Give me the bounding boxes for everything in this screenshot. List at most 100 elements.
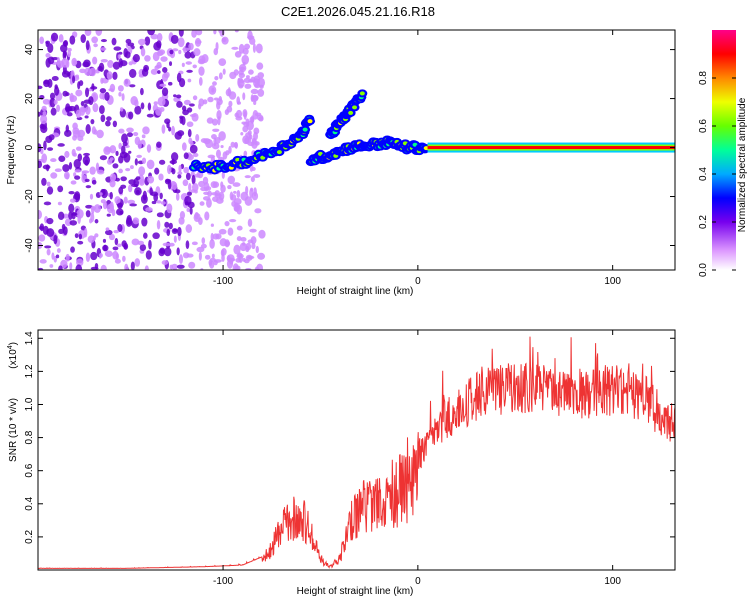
heatmap-branch-upper-core [276,150,282,155]
heatmap-noise-cell [100,188,108,199]
heatmap-noise-cell [250,94,254,102]
heatmap-noise-cell [68,191,75,195]
heatmap-noise-cell [167,180,172,190]
heatmap-noise-cell [189,103,195,107]
heatmap-noise-cell [146,113,154,118]
heatmap-noise-cell [153,101,158,106]
heatmap-noise-cell [251,242,256,250]
heatmap-noise-cell [112,250,119,260]
heatmap-noise-cell [80,101,85,107]
heatmap-noise-cell [169,242,175,247]
heatmap-branch-secondary-core [352,105,358,110]
heatmap-noise-cell [198,251,202,261]
heatmap-noise-cell [104,250,113,257]
heatmap-noise-cell [55,254,60,259]
heatmap-noise-cell [131,183,139,188]
heatmap-noise-cell [221,37,227,43]
heatmap-noise-cell [160,201,166,205]
heatmap-noise-cell [105,227,110,231]
heatmap-noise-cell [211,133,217,140]
heatmap-noise-cell [42,111,47,116]
heatmap-branch-secondary-core [359,91,365,96]
heatmap-noise-cell [138,166,146,176]
heatmap-noise-cell [173,94,177,98]
heatmap-noise-cell [117,224,123,233]
heatmap-noise-cell [113,46,122,51]
heatmap-noise-cell [233,244,241,255]
heatmap-noise-cell [178,216,185,225]
heatmap-noise-cell [38,160,43,169]
heatmap-noise-cell [212,81,217,86]
heatmap-noise-cell [49,97,56,108]
heatmap-noise-cell [191,30,197,38]
heatmap-noise-cell [245,75,250,79]
heatmap-noise-cell [240,237,247,242]
heatmap-noise-cell [195,133,200,142]
heatmap-noise-cell [182,179,189,187]
heatmap-branch-secondary-core [348,110,354,115]
heatmap-noise-cell [106,71,113,80]
heatmap-noise-cell [63,50,68,58]
heatmap-noise-cell [116,208,124,216]
heatmap-noise-cell [168,126,172,132]
heatmap-noise-cell [176,100,183,108]
heatmap-noise-cell [227,185,232,190]
heatmap-noise-cell [203,181,210,192]
heatmap-noise-cell [162,66,168,73]
heatmap-noise-cell [177,130,185,137]
heatmap-noise-cell [211,253,215,259]
heatmap-noise-cell [134,105,142,115]
snr-ytick-label: 1.2 [24,364,35,378]
heatmap-noise-cell [158,159,166,165]
heatmap-noise-cell [238,43,245,54]
heatmap-noise-cell [129,84,136,88]
snr-frame [37,329,676,571]
heatmap-noise-cell [215,149,221,159]
heatmap-noise-cell [41,153,48,164]
heatmap-noise-cell [80,34,86,44]
heatmap-noise-cell [43,140,47,151]
heatmap-noise-cell [244,137,250,144]
heatmap-noise-cell [104,147,112,153]
heatmap-noise-cell [220,184,226,193]
heatmap-noise-cell [176,247,180,256]
heatmap-noise-cell [161,124,166,134]
heatmap-noise-cell [120,176,127,182]
heatmap-xtick-label: 0 [415,276,421,287]
heatmap-noise-cell [218,72,223,80]
heatmap-noise-cell [229,191,234,201]
heatmap-noise-cell [135,189,140,195]
heatmap-noise-cell [91,179,97,185]
snr-ytick-label: 0.2 [24,530,35,544]
heatmap-noise-cell [163,71,170,79]
heatmap-noise-cell [235,109,243,119]
heatmap-noise-cell [123,196,128,204]
heatmap-noise-cell [57,211,65,221]
heatmap-noise-cell [73,172,77,177]
heatmap-noise-cell [109,157,114,161]
heatmap-noise-cell [126,132,134,138]
heatmap-noise-cell [208,85,217,95]
heatmap-noise-cell [141,134,146,139]
heatmap-branch-upper-core [260,155,266,160]
heatmap-noise-cell [157,49,166,56]
heatmap-noise-cell [109,145,117,154]
heatmap-noise-cell [201,54,209,64]
heatmap-noise-cell [135,176,141,181]
snr-ylabel: SNR (10 * v/v) [8,398,19,462]
heatmap-noise-cell [188,182,192,192]
heatmap-noise-cell [38,210,42,220]
snr-yscale-exp: 4 [7,345,14,349]
heatmap-noise-cell [229,218,237,223]
heatmap-noise-cell [192,64,197,69]
heatmap-noise-cell [171,228,178,234]
heatmap-noise-cell [140,87,144,96]
heatmap-noise-cell [233,190,237,194]
heatmap-noise-cell [126,127,134,133]
heatmap-noise-cell [41,177,47,186]
heatmap-noise-cell [239,242,247,252]
heatmap-noise-cell [74,169,82,173]
heatmap-noise-cell [41,105,47,112]
heatmap-noise-cell [69,262,73,270]
